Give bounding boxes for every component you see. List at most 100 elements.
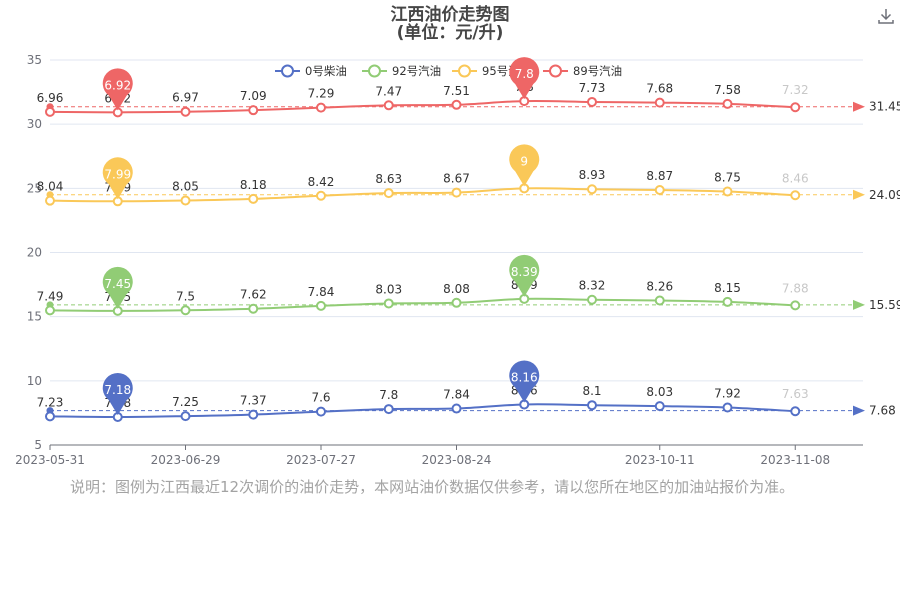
data-point	[45, 195, 55, 206]
data-label: 8.08	[443, 282, 470, 296]
data-point	[316, 190, 326, 201]
data-label: 8.67	[443, 172, 470, 186]
y-tick-label: 10	[27, 374, 42, 388]
data-label: 8.32	[579, 279, 606, 293]
data-label: 8.18	[240, 178, 267, 192]
min-pin: 7.99	[102, 157, 133, 200]
legend-item[interactable]: 92号汽油	[362, 64, 441, 78]
data-point	[790, 190, 801, 201]
series-line	[49, 99, 796, 114]
data-label: 7.84	[308, 285, 335, 299]
series-89号汽油: 31.45 6.96 6.97 7.09 7.29 7.47 7.51 7.73 7.68 7.5…	[37, 57, 900, 118]
data-point	[451, 297, 462, 308]
legend-marker	[458, 64, 471, 78]
data-label: 6.96	[37, 91, 64, 105]
min-pin-label: 6.92	[104, 78, 131, 92]
data-label: 7.92	[714, 387, 741, 401]
data-point	[180, 411, 191, 422]
data-label: 7.62	[240, 288, 267, 302]
data-label: 7.6	[311, 391, 330, 405]
legend-marker	[281, 64, 294, 78]
legend-item[interactable]: 0号柴油	[275, 64, 347, 78]
data-point	[383, 404, 394, 415]
data-label: 7.37	[240, 394, 267, 408]
data-point	[790, 406, 801, 417]
download-icon[interactable]	[876, 6, 896, 26]
y-tick-label: 20	[27, 246, 42, 260]
data-label: 8.03	[646, 385, 673, 399]
data-label: 7.32	[782, 83, 809, 97]
legend-label: 89号汽油	[573, 64, 622, 78]
series-line	[49, 403, 796, 419]
max-pin-shape	[509, 360, 540, 403]
average-line-arrow	[853, 101, 865, 112]
data-label: 8.05	[172, 180, 199, 194]
min-pin-shape	[102, 68, 133, 111]
data-point	[316, 406, 326, 417]
average-line-arrow	[853, 405, 865, 416]
data-label: 8.46	[782, 171, 809, 185]
data-label: 8.42	[308, 175, 335, 189]
data-point	[587, 96, 597, 107]
max-pin: 7.8	[509, 57, 540, 100]
data-point	[45, 305, 55, 316]
data-label: 7.49	[37, 289, 64, 303]
data-label: 7.23	[37, 395, 64, 409]
data-label: 7.58	[714, 83, 741, 97]
data-label: 8.04	[37, 180, 64, 194]
data-label: 7.51	[443, 84, 470, 98]
max-pin: 8.39	[509, 254, 540, 297]
average-label: 7.68	[869, 404, 896, 418]
min-pin-label: 7.99	[104, 167, 131, 181]
data-point	[654, 401, 665, 412]
series-95号汽油: 24.09 8.04 8.05 8.18 8.42 8.63 8.67 8.93 8.87 8.7…	[37, 144, 900, 207]
y-tick-label: 30	[27, 117, 42, 131]
x-tick-label: 2023-06-29	[151, 453, 221, 467]
min-pin-shape	[102, 157, 133, 200]
y-tick-label: 15	[27, 310, 42, 324]
max-pin-label: 7.8	[515, 67, 534, 81]
max-pin: 9	[509, 144, 540, 187]
data-point	[790, 102, 801, 113]
data-label: 7.8	[379, 388, 398, 402]
data-point	[587, 294, 597, 305]
data-point	[248, 193, 259, 204]
data-point	[451, 99, 462, 110]
y-tick-label: 5	[34, 438, 42, 452]
min-pin: 6.92	[102, 68, 133, 111]
average-line-arrow	[853, 189, 865, 200]
x-axis: 2023-05-31 2023-06-29 2023-07-27 2023-08-24…	[15, 444, 863, 467]
average-label: 15.59	[869, 298, 900, 312]
average-label: 24.09	[869, 188, 900, 202]
series-line	[49, 187, 796, 203]
data-label: 8.15	[714, 281, 741, 295]
legend[interactable]: 0号柴油 92号汽油 95号汽油 89号汽油	[275, 64, 622, 78]
data-point	[180, 106, 191, 117]
y-tick-label: 35	[27, 53, 42, 67]
max-pin-shape	[509, 144, 540, 187]
max-pin-shape	[509, 254, 540, 297]
data-label: 7.63	[782, 387, 809, 401]
data-label: 8.75	[714, 171, 741, 185]
data-point	[722, 296, 733, 307]
x-tick-label: 2023-05-31	[15, 453, 85, 467]
average-label: 31.45	[869, 100, 900, 114]
max-pin-label: 8.16	[511, 370, 538, 384]
chart-subtitle: (单位：元/升)	[397, 22, 504, 43]
data-label: 8.26	[646, 279, 673, 293]
data-point	[722, 402, 733, 413]
data-point	[654, 185, 665, 196]
series-92号汽油: 15.59 7.49 7.5 7.62 7.84 8.03 8.08 8.32 8.26 8.15…	[37, 254, 900, 316]
min-pin-shape	[102, 266, 133, 309]
data-label: 8.87	[646, 169, 673, 183]
series-line	[49, 297, 796, 312]
legend-item[interactable]: 89号汽油	[543, 64, 622, 78]
y-axis: 5 10 15 20 25 30 35	[27, 53, 42, 452]
data-point	[180, 195, 191, 206]
data-point	[722, 186, 733, 197]
average-line-arrow	[853, 299, 865, 310]
data-point	[45, 411, 55, 422]
data-point	[722, 98, 733, 109]
data-label: 7.47	[375, 84, 402, 98]
min-pin-label: 7.45	[104, 277, 131, 291]
